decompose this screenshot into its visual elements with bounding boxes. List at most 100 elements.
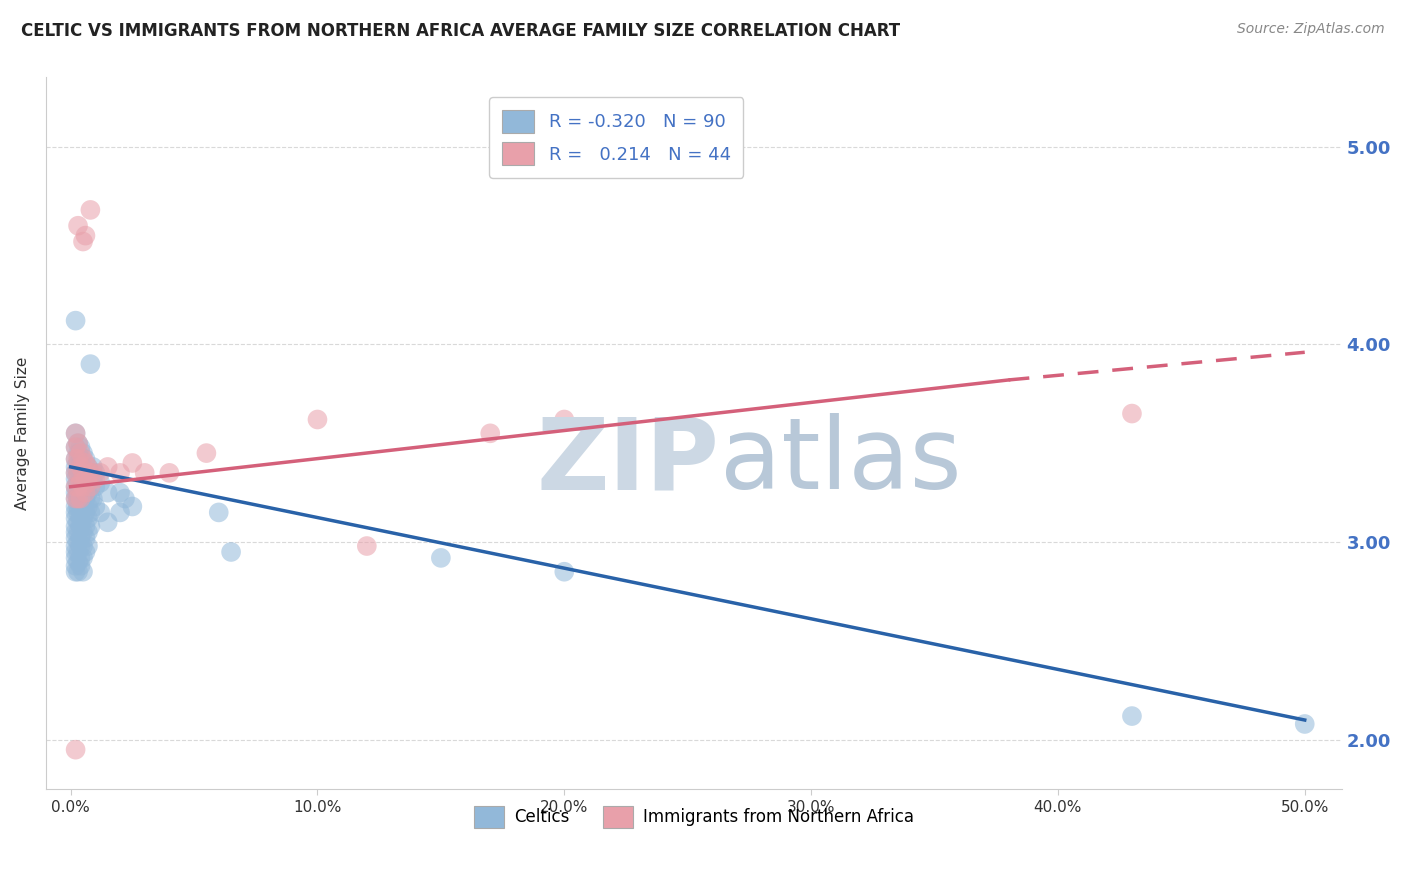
Point bbox=[67, 491, 90, 506]
Text: ZIP: ZIP bbox=[537, 413, 720, 510]
Point bbox=[356, 539, 378, 553]
Point bbox=[208, 505, 231, 519]
Point bbox=[65, 519, 87, 533]
Point bbox=[75, 466, 97, 480]
Point bbox=[75, 472, 97, 486]
Point bbox=[553, 565, 575, 579]
Point bbox=[72, 472, 94, 486]
Point bbox=[65, 565, 87, 579]
Point bbox=[75, 228, 97, 243]
Point bbox=[69, 459, 91, 474]
Point bbox=[75, 452, 97, 467]
Point bbox=[65, 491, 87, 506]
Point bbox=[69, 491, 91, 506]
Point bbox=[65, 545, 87, 559]
Point bbox=[77, 459, 100, 474]
Point bbox=[1121, 709, 1143, 723]
Point bbox=[219, 545, 242, 559]
Point bbox=[79, 519, 101, 533]
Y-axis label: Average Family Size: Average Family Size bbox=[15, 357, 30, 510]
Point bbox=[553, 412, 575, 426]
Point bbox=[108, 466, 131, 480]
Point bbox=[79, 480, 101, 494]
Point bbox=[72, 452, 94, 467]
Point bbox=[89, 466, 111, 480]
Point bbox=[77, 511, 100, 525]
Point bbox=[79, 505, 101, 519]
Point bbox=[72, 550, 94, 565]
Point bbox=[67, 485, 90, 500]
Point bbox=[69, 558, 91, 573]
Point bbox=[67, 436, 90, 450]
Point bbox=[84, 466, 107, 480]
Point bbox=[67, 565, 90, 579]
Point bbox=[75, 505, 97, 519]
Point bbox=[89, 475, 111, 490]
Point bbox=[75, 480, 97, 494]
Point bbox=[69, 511, 91, 525]
Point bbox=[65, 459, 87, 474]
Point bbox=[121, 456, 143, 470]
Point bbox=[79, 357, 101, 371]
Point bbox=[67, 525, 90, 540]
Point bbox=[89, 505, 111, 519]
Point bbox=[65, 472, 87, 486]
Point bbox=[67, 516, 90, 530]
Legend: Celtics, Immigrants from Northern Africa: Celtics, Immigrants from Northern Africa bbox=[467, 799, 921, 834]
Point bbox=[65, 452, 87, 467]
Point bbox=[67, 505, 90, 519]
Point bbox=[97, 459, 120, 474]
Point bbox=[65, 466, 87, 480]
Point bbox=[72, 539, 94, 553]
Point bbox=[79, 466, 101, 480]
Point bbox=[72, 446, 94, 460]
Point bbox=[77, 485, 100, 500]
Point bbox=[67, 491, 90, 506]
Point bbox=[65, 550, 87, 565]
Point bbox=[65, 485, 87, 500]
Point bbox=[75, 531, 97, 545]
Point bbox=[67, 475, 90, 490]
Point bbox=[72, 525, 94, 540]
Point bbox=[82, 472, 104, 486]
Point bbox=[79, 466, 101, 480]
Point bbox=[65, 440, 87, 454]
Point bbox=[65, 500, 87, 514]
Point bbox=[65, 531, 87, 545]
Point bbox=[84, 480, 107, 494]
Point bbox=[69, 459, 91, 474]
Point bbox=[97, 516, 120, 530]
Point bbox=[77, 525, 100, 540]
Point bbox=[82, 491, 104, 506]
Point bbox=[84, 472, 107, 486]
Point bbox=[69, 500, 91, 514]
Point bbox=[72, 565, 94, 579]
Point bbox=[121, 500, 143, 514]
Point bbox=[65, 480, 87, 494]
Point bbox=[69, 446, 91, 460]
Point bbox=[67, 456, 90, 470]
Point bbox=[75, 519, 97, 533]
Point bbox=[79, 202, 101, 217]
Point bbox=[72, 235, 94, 249]
Point bbox=[75, 491, 97, 506]
Point bbox=[72, 459, 94, 474]
Point bbox=[69, 472, 91, 486]
Point bbox=[1294, 717, 1316, 731]
Point bbox=[108, 505, 131, 519]
Point bbox=[479, 426, 502, 441]
Point bbox=[430, 550, 453, 565]
Point bbox=[67, 446, 90, 460]
Point bbox=[65, 426, 87, 441]
Point bbox=[69, 475, 91, 490]
Point bbox=[114, 491, 136, 506]
Text: atlas: atlas bbox=[720, 413, 962, 510]
Point bbox=[75, 545, 97, 559]
Point bbox=[72, 485, 94, 500]
Point bbox=[67, 480, 90, 494]
Point bbox=[67, 545, 90, 559]
Point bbox=[77, 539, 100, 553]
Point bbox=[72, 500, 94, 514]
Point bbox=[157, 466, 180, 480]
Point bbox=[69, 539, 91, 553]
